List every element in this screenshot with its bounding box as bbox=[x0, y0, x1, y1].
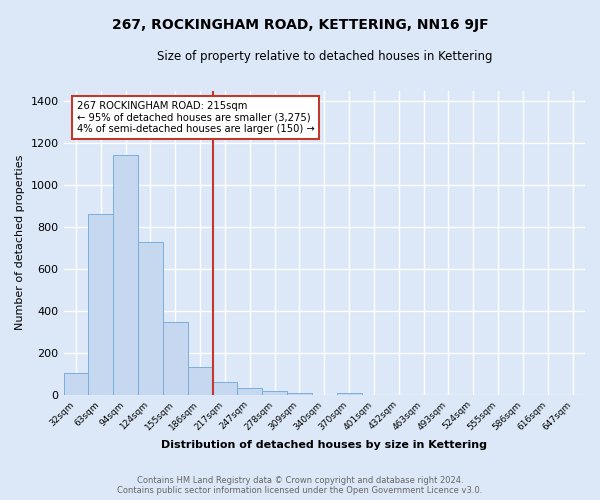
Bar bbox=[88, 214, 113, 394]
Bar bbox=[262, 390, 287, 394]
Bar bbox=[238, 388, 262, 394]
Bar bbox=[113, 154, 138, 394]
Text: Contains HM Land Registry data © Crown copyright and database right 2024.
Contai: Contains HM Land Registry data © Crown c… bbox=[118, 476, 482, 495]
Y-axis label: Number of detached properties: Number of detached properties bbox=[15, 155, 25, 330]
Title: Size of property relative to detached houses in Kettering: Size of property relative to detached ho… bbox=[157, 50, 492, 63]
Bar bbox=[212, 382, 238, 394]
X-axis label: Distribution of detached houses by size in Kettering: Distribution of detached houses by size … bbox=[161, 440, 487, 450]
Bar bbox=[188, 368, 212, 394]
Bar bbox=[287, 392, 312, 394]
Bar bbox=[337, 393, 362, 394]
Bar bbox=[138, 242, 163, 394]
Bar bbox=[64, 372, 88, 394]
Text: 267, ROCKINGHAM ROAD, KETTERING, NN16 9JF: 267, ROCKINGHAM ROAD, KETTERING, NN16 9J… bbox=[112, 18, 488, 32]
Text: 267 ROCKINGHAM ROAD: 215sqm
← 95% of detached houses are smaller (3,275)
4% of s: 267 ROCKINGHAM ROAD: 215sqm ← 95% of det… bbox=[77, 101, 314, 134]
Bar bbox=[163, 322, 188, 394]
